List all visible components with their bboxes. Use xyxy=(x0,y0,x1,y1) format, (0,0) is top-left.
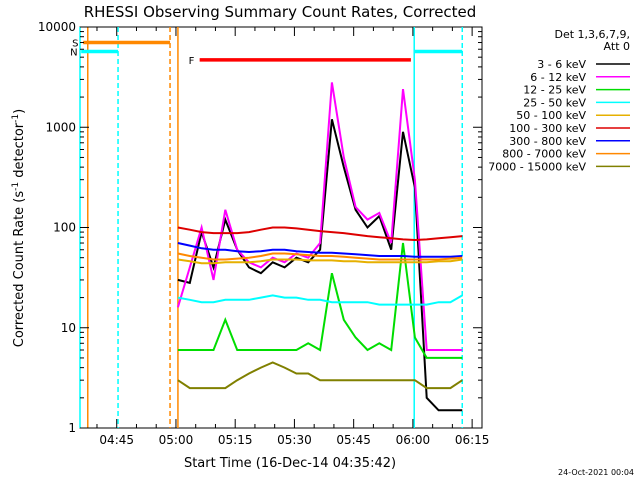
x-tick-label: 05:45 xyxy=(336,433,371,447)
legend-label: 3 - 6 keV xyxy=(537,58,586,71)
y-axis-label-end: ) xyxy=(12,109,27,114)
legend-label: 50 - 100 keV xyxy=(516,109,586,122)
y-axis-label-mid: detector xyxy=(12,122,27,182)
y-tick-label: 10000 xyxy=(38,20,76,34)
flag-label: F xyxy=(189,56,195,67)
y-axis-label-sup1: -1 xyxy=(11,182,21,191)
plot-area: SN F xyxy=(70,26,483,429)
x-tick-label: 06:15 xyxy=(455,433,490,447)
y-axis-label-main: Corrected Count Rate (s xyxy=(12,191,27,348)
legend-label: 300 - 800 keV xyxy=(509,135,586,148)
legend-label: 25 - 50 keV xyxy=(523,96,586,109)
series-line xyxy=(177,252,463,261)
y-axis-label: Corrected Count Rate (s-1 detector-1) xyxy=(11,109,27,347)
legend-label: 12 - 25 keV xyxy=(523,84,586,97)
x-tick-label: 05:15 xyxy=(218,433,253,447)
series-lines xyxy=(176,82,463,412)
y-tick-label: 10 xyxy=(61,321,76,335)
x-tick-label: 04:45 xyxy=(99,433,134,447)
series-line xyxy=(177,226,463,242)
series-line xyxy=(177,361,463,390)
legend-header-line1: Det 1,3,6,7,9, xyxy=(554,28,630,41)
legend-header-line2: Att 0 xyxy=(604,40,630,53)
chart-title: RHESSI Observing Summary Count Rates, Co… xyxy=(84,3,477,21)
legend-label: 7000 - 15000 keV xyxy=(488,160,586,173)
flag-label: S xyxy=(72,39,78,50)
y-tick-label: 1 xyxy=(68,421,76,435)
series-line xyxy=(177,258,463,265)
x-axis: 04:45 05:00 05:15 05:30 05:45 06:00 06:15 xyxy=(96,27,490,447)
y-axis-label-sup2: -1 xyxy=(11,114,21,123)
series-line xyxy=(177,119,463,412)
series-line xyxy=(177,242,463,359)
y-tick-label: 100 xyxy=(53,221,76,235)
x-axis-label: Start Time (16-Dec-14 04:35:42) xyxy=(184,456,396,471)
flag-bars: SN F xyxy=(70,39,463,67)
y-tick-label: 1000 xyxy=(45,120,76,134)
series-line xyxy=(177,294,463,306)
legend-label: 800 - 7000 keV xyxy=(502,148,586,161)
x-tick-label: 06:00 xyxy=(396,433,431,447)
legend-label: 6 - 12 keV xyxy=(530,71,586,84)
x-tick-label: 05:00 xyxy=(159,433,194,447)
legend-label: 100 - 300 keV xyxy=(509,122,586,135)
flag-label: N xyxy=(70,47,77,58)
x-tick-label: 05:30 xyxy=(277,433,312,447)
series-line xyxy=(176,82,463,351)
y-axis: 1 10 100 1000 10000 xyxy=(38,20,482,435)
footer-timestamp: 24-Oct-2021 00:04 xyxy=(558,468,634,477)
series-line xyxy=(177,242,463,258)
